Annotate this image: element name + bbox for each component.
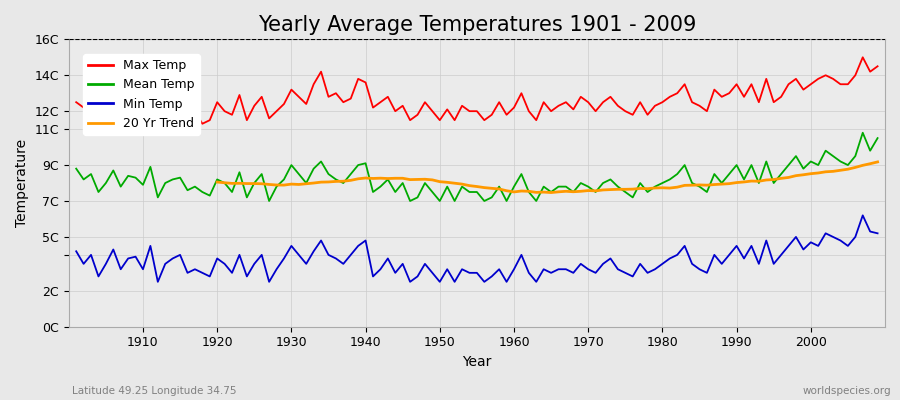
Title: Yearly Average Temperatures 1901 - 2009: Yearly Average Temperatures 1901 - 2009 (257, 15, 696, 35)
X-axis label: Year: Year (463, 355, 491, 369)
Y-axis label: Temperature: Temperature (15, 139, 29, 227)
Legend: Max Temp, Mean Temp, Min Temp, 20 Yr Trend: Max Temp, Mean Temp, Min Temp, 20 Yr Tre… (83, 54, 200, 135)
Text: worldspecies.org: worldspecies.org (803, 386, 891, 396)
Text: Latitude 49.25 Longitude 34.75: Latitude 49.25 Longitude 34.75 (72, 386, 237, 396)
